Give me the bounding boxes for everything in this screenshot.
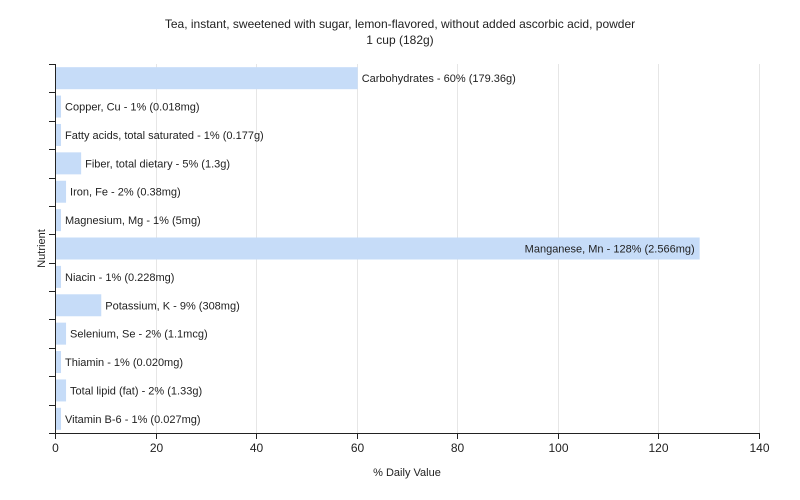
bar — [56, 237, 700, 260]
bar-label: Potassium, K - 9% (308mg) — [105, 300, 240, 312]
bar — [56, 67, 358, 90]
bar — [56, 209, 62, 232]
x-tick-label: 40 — [250, 441, 264, 455]
bar-label: Fiber, total dietary - 5% (1.3g) — [85, 158, 230, 170]
chart-subtitle: 1 cup (182g) — [366, 33, 434, 47]
bar — [56, 379, 67, 402]
chart-title: Tea, instant, sweetened with sugar, lemo… — [0, 16, 800, 48]
bar — [56, 351, 62, 374]
bar-label: Selenium, Se - 2% (1.1mcg) — [70, 329, 208, 341]
x-tick-label: 60 — [351, 441, 365, 455]
bar-label: Iron, Fe - 2% (0.38mg) — [70, 187, 181, 199]
x-axis-title: % Daily Value — [373, 467, 441, 479]
x-tick-label: 120 — [648, 441, 668, 455]
bar — [56, 123, 62, 146]
x-tick-label: 140 — [749, 441, 769, 455]
x-tick-label: 100 — [548, 441, 568, 455]
bar — [56, 180, 67, 203]
chart-title-line: Tea, instant, sweetened with sugar, lemo… — [164, 17, 636, 31]
bar-label: Total lipid (fat) - 2% (1.33g) — [70, 385, 202, 397]
bar-label: Manganese, Mn - 128% (2.566mg) — [525, 244, 695, 256]
bar-label: Vitamin B-6 - 1% (0.027mg) — [65, 414, 201, 426]
bar-label: Copper, Cu - 1% (0.018mg) — [65, 102, 200, 114]
bar — [56, 407, 62, 430]
bar — [56, 294, 102, 317]
bar — [56, 152, 82, 175]
bar-label: Carbohydrates - 60% (179.36g) — [362, 73, 516, 85]
x-tick-label: 0 — [52, 441, 59, 455]
bar — [56, 265, 62, 288]
x-tick-label: 20 — [150, 441, 164, 455]
bar-label: Magnesium, Mg - 1% (5mg) — [65, 215, 201, 227]
y-axis-title: Nutrient — [36, 229, 48, 268]
bar-label: Niacin - 1% (0.228mg) — [65, 272, 174, 284]
x-tick-label: 80 — [451, 441, 465, 455]
bar-label: Fatty acids, total saturated - 1% (0.177… — [65, 130, 264, 142]
bar — [56, 322, 67, 345]
bar — [56, 95, 62, 118]
bar-label: Thiamin - 1% (0.020mg) — [65, 357, 183, 369]
